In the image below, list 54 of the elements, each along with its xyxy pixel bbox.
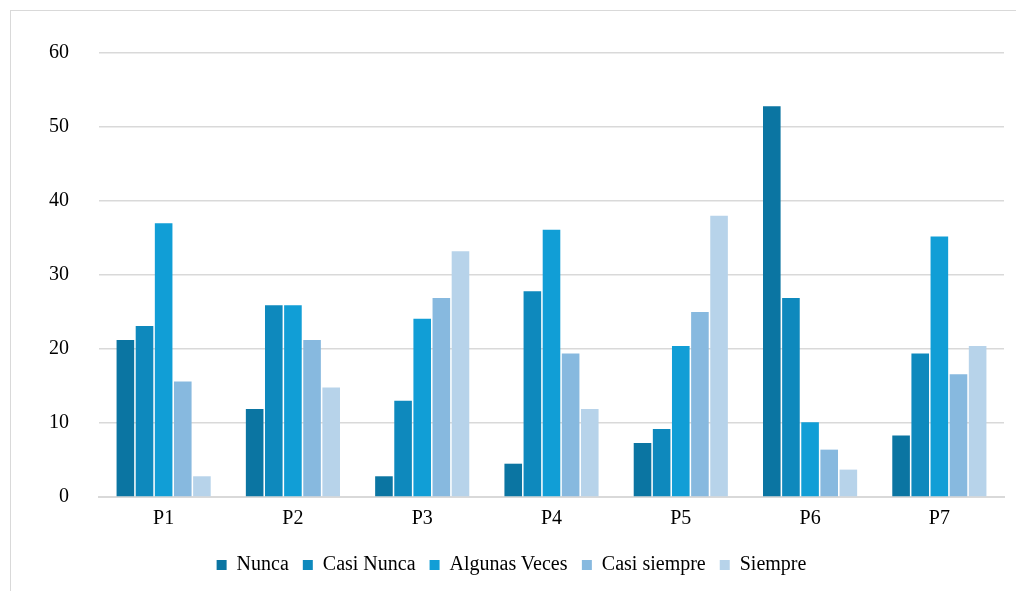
y-tick-label: 60 [49,40,69,63]
x-tick-label: P3 [411,506,433,529]
bar [504,463,523,497]
bar [561,353,580,497]
bar [523,291,542,497]
bar [303,340,321,497]
bar [245,408,264,497]
bar [671,346,690,497]
bar [284,305,302,497]
bar [394,400,412,497]
bar [652,428,671,497]
y-tick-label: 20 [49,336,69,359]
bar [322,387,340,497]
legend-label: Casi siempre [601,552,706,576]
bar [691,312,709,497]
legend-label: Algunas Veces [449,552,568,576]
y-tick-label: 50 [49,114,69,137]
bar [782,297,800,497]
y-tick-label: 30 [49,262,69,285]
x-tick-label: P2 [282,506,304,529]
y-tick-label: 10 [49,410,69,433]
bar [375,476,393,497]
bar [173,381,192,497]
bar [264,305,283,497]
x-tick-label: P1 [153,506,175,529]
bar [580,408,599,497]
bar [839,469,858,497]
bar [710,215,728,497]
bar [911,353,930,497]
bar [154,223,173,497]
bar [135,326,154,497]
y-tick-label: 0 [59,484,69,507]
x-tick-label: P4 [540,506,563,529]
bar [892,435,910,497]
bar [930,236,949,497]
legend-label: Nunca [236,552,289,575]
legend-label: Siempre [739,552,807,576]
legend-label: Casi Nunca [322,552,416,575]
bar [451,251,470,497]
bar [116,340,135,497]
bar [801,422,819,497]
bar [949,374,968,497]
bar [432,297,451,497]
y-tick-label: 40 [49,188,69,211]
bar [820,449,839,497]
x-tick-label: P5 [670,506,692,529]
x-tick-label: P6 [799,506,821,529]
bar [542,229,561,497]
bar [633,442,652,497]
bar [968,346,987,497]
bar [413,318,432,497]
bar [763,106,781,497]
bar [193,476,211,497]
x-tick-label: P7 [928,506,950,529]
